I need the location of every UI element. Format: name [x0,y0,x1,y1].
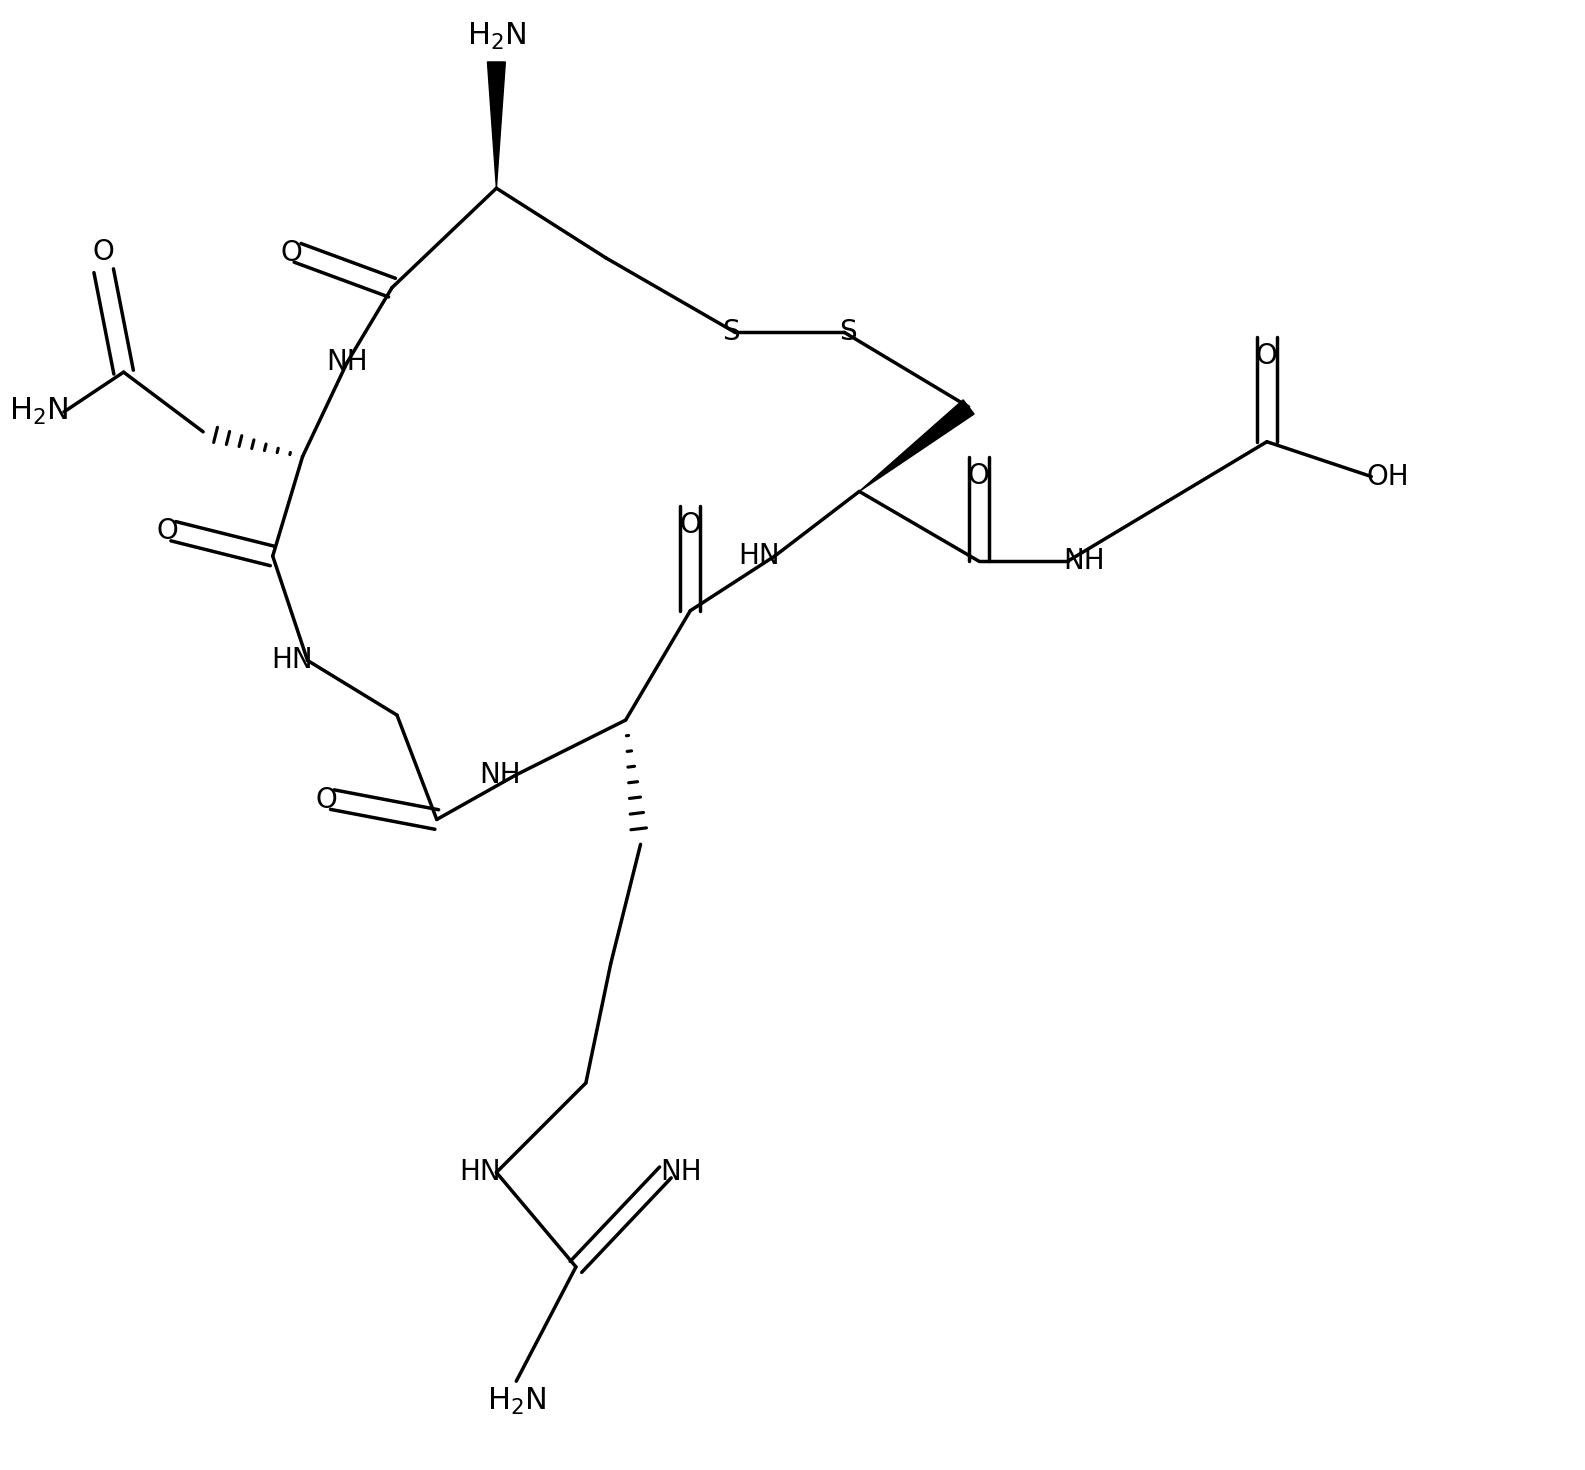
Text: O: O [315,785,338,813]
Text: S: S [840,319,857,347]
Text: HN: HN [739,542,780,570]
Text: O: O [680,512,701,539]
Text: S: S [723,319,740,347]
Text: NH: NH [480,761,521,789]
Text: OH: OH [1366,463,1409,491]
Polygon shape [859,400,975,491]
Text: NH: NH [1064,547,1105,575]
Text: O: O [1255,343,1278,370]
Text: NH: NH [327,348,368,376]
Polygon shape [488,62,506,188]
Text: O: O [968,462,989,490]
Text: H$_2$N: H$_2$N [487,1386,545,1417]
Text: NH: NH [661,1158,702,1186]
Text: O: O [281,238,303,268]
Text: H$_2$N: H$_2$N [10,397,68,428]
Text: O: O [157,517,178,545]
Text: O: O [94,238,114,266]
Text: HN: HN [271,647,312,675]
Text: H$_2$N: H$_2$N [466,21,526,51]
Text: HN: HN [460,1158,501,1186]
